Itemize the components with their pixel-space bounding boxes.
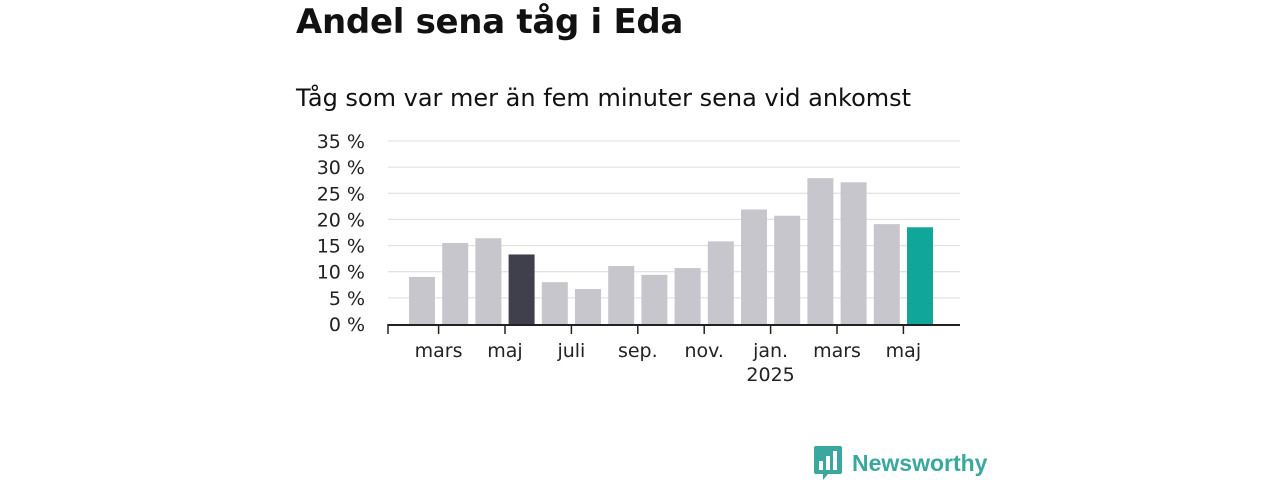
bar-2024-06 bbox=[541, 282, 568, 324]
x-tick-label: juli bbox=[556, 340, 585, 362]
y-tick-label: 15 % bbox=[317, 236, 365, 258]
bar-2024-09 bbox=[641, 274, 668, 324]
newsworthy-logo-icon bbox=[814, 446, 842, 480]
y-axis-ticks: 0 % 5 % 10 % 15 % 20 % 25 % 30 % 35 % bbox=[317, 131, 365, 336]
bar-2024-02 bbox=[409, 276, 435, 324]
bar-2024-08 bbox=[608, 265, 635, 324]
chart-title: Andel sena tåg i Eda bbox=[296, 2, 684, 42]
bar-2025-04 bbox=[873, 224, 900, 324]
x-tick-label: jan. bbox=[752, 340, 788, 362]
y-tick-label: 5 % bbox=[329, 288, 365, 310]
x-tick-label: sep. bbox=[618, 340, 658, 362]
bar-2025-05 bbox=[907, 227, 933, 324]
bar-2024-07 bbox=[575, 288, 601, 324]
x-tick-label: maj bbox=[886, 340, 921, 362]
y-tick-label: 35 % bbox=[317, 131, 365, 153]
x-tick-label: mars bbox=[415, 340, 463, 362]
bar-2024-05 bbox=[508, 254, 535, 324]
bar-chart: 0 % 5 % 10 % 15 % 20 % 25 % 30 % 35 % mars maj ju… bbox=[317, 131, 960, 386]
y-tick-label: 10 % bbox=[317, 262, 365, 284]
brand-name: Newsworthy bbox=[852, 449, 988, 476]
x-tick-label: maj bbox=[487, 340, 522, 362]
bar-2024-04 bbox=[475, 238, 502, 324]
bars bbox=[409, 178, 933, 324]
bar-2025-02 bbox=[807, 178, 834, 324]
brand-logo: Newsworthy bbox=[814, 446, 987, 480]
bar-2024-12 bbox=[741, 209, 767, 324]
x-tick-label: mars bbox=[813, 340, 861, 362]
y-tick-label: 30 % bbox=[317, 157, 365, 179]
bar-2024-03 bbox=[442, 242, 469, 324]
bar-2025-01 bbox=[774, 215, 801, 324]
bar-2024-10 bbox=[674, 268, 701, 324]
bar-2024-11 bbox=[707, 241, 734, 324]
y-tick-label: 25 % bbox=[317, 183, 365, 205]
x-axis bbox=[387, 324, 960, 334]
chart-subtitle: Tåg som var mer än fem minuter sena vid … bbox=[296, 84, 912, 112]
y-tick-label: 20 % bbox=[317, 209, 365, 231]
x-tick-year-label: 2025 bbox=[746, 364, 794, 386]
bar-2025-03 bbox=[840, 182, 867, 324]
y-tick-label: 0 % bbox=[329, 314, 365, 336]
x-tick-label: nov. bbox=[684, 340, 723, 362]
x-axis-ticks: mars maj juli sep. nov. jan.2025 mars maj bbox=[415, 324, 921, 386]
